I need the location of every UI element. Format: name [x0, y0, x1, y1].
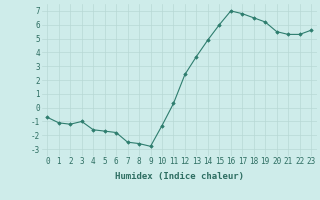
- X-axis label: Humidex (Indice chaleur): Humidex (Indice chaleur): [115, 172, 244, 181]
